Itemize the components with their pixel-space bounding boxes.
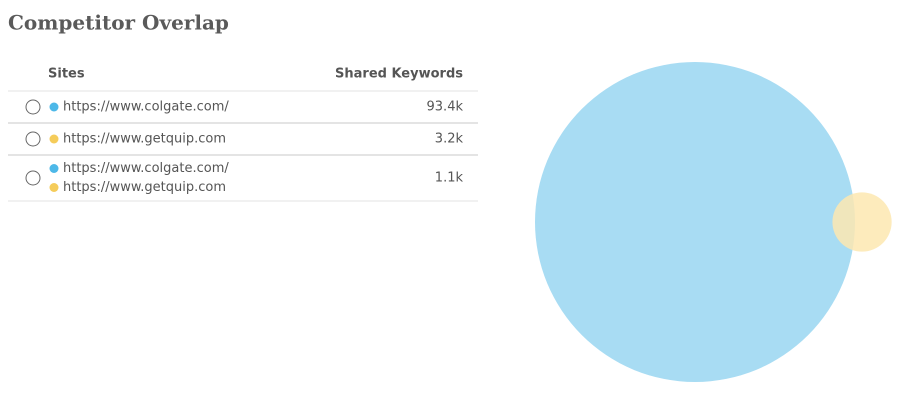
site-url: https://www.getquip.com [63, 180, 226, 195]
venn-circle [535, 62, 855, 382]
shared-keywords: 3.2k [435, 132, 464, 147]
site-dot [49, 183, 59, 192]
site-dot [49, 164, 59, 173]
radio-button[interactable] [25, 170, 41, 186]
column-header: Shared Keywords [335, 67, 463, 82]
radio-button[interactable] [25, 99, 41, 115]
page-title: Competitor Overlap [8, 11, 229, 35]
site-dot [49, 134, 59, 144]
column-header: Sites [48, 67, 85, 82]
shared-keywords: 1.1k [435, 171, 464, 186]
venn-circle [832, 192, 892, 252]
site-url: https://www.colgate.com/ [63, 100, 229, 115]
radio-button[interactable] [25, 131, 41, 147]
site-url: https://www.getquip.com [63, 132, 226, 147]
site-dot [49, 102, 59, 112]
site-url: https://www.colgate.com/ [63, 161, 229, 176]
shared-keywords: 93.4k [427, 100, 464, 115]
